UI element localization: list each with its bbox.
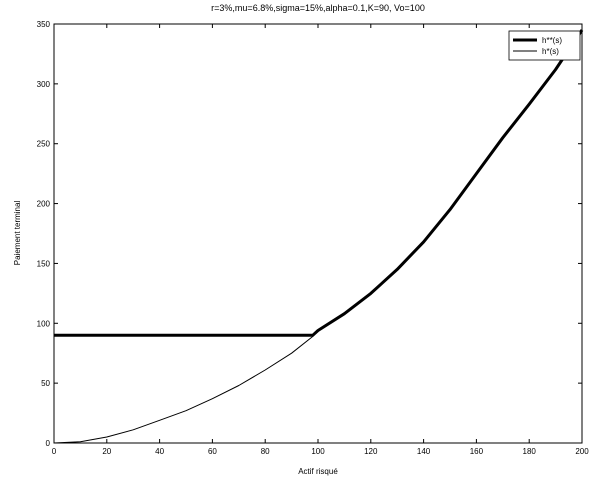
y-axis-ticks: 0 50 100 150 200 250 300 350 <box>37 20 582 448</box>
series-layer <box>53 29 584 444</box>
chart-title: r=3%,mu=6.8%,sigma=15%,alpha=0.1,K=90, V… <box>211 3 425 13</box>
x-tick-label: 200 <box>575 447 589 456</box>
legend-label-h-star-star: h**(s) <box>542 36 562 45</box>
legend-box <box>508 30 581 61</box>
y-tick-label: 300 <box>37 80 51 89</box>
x-tick-label: 60 <box>208 447 217 456</box>
legend-label-h-star: h*(s) <box>542 47 559 56</box>
plot-area <box>53 23 583 444</box>
x-tick-label: 100 <box>311 447 325 456</box>
legend: h**(s) h*(s) <box>508 30 581 61</box>
x-tick-label: 180 <box>523 447 537 456</box>
x-tick-label: 20 <box>102 447 111 456</box>
x-tick-label: 120 <box>364 447 378 456</box>
x-axis-label: Actif risqué <box>298 467 338 476</box>
x-tick-label: 40 <box>155 447 164 456</box>
y-axis-label: Paiement terminal <box>13 201 22 266</box>
y-tick-label: 0 <box>46 439 51 448</box>
series-line-h-star <box>53 29 583 444</box>
x-tick-label: 0 <box>52 447 57 456</box>
y-tick-label: 200 <box>37 200 51 209</box>
y-tick-label: 350 <box>37 20 51 29</box>
x-axis-ticks: 0 20 40 60 80 100 120 140 160 180 200 <box>52 24 589 456</box>
x-tick-label: 140 <box>417 447 431 456</box>
x-tick-label: 80 <box>261 447 270 456</box>
y-tick-label: 50 <box>41 379 50 388</box>
y-tick-label: 150 <box>37 259 51 268</box>
y-tick-label: 100 <box>37 319 51 328</box>
y-tick-label: 250 <box>37 140 51 149</box>
x-tick-label: 160 <box>470 447 484 456</box>
